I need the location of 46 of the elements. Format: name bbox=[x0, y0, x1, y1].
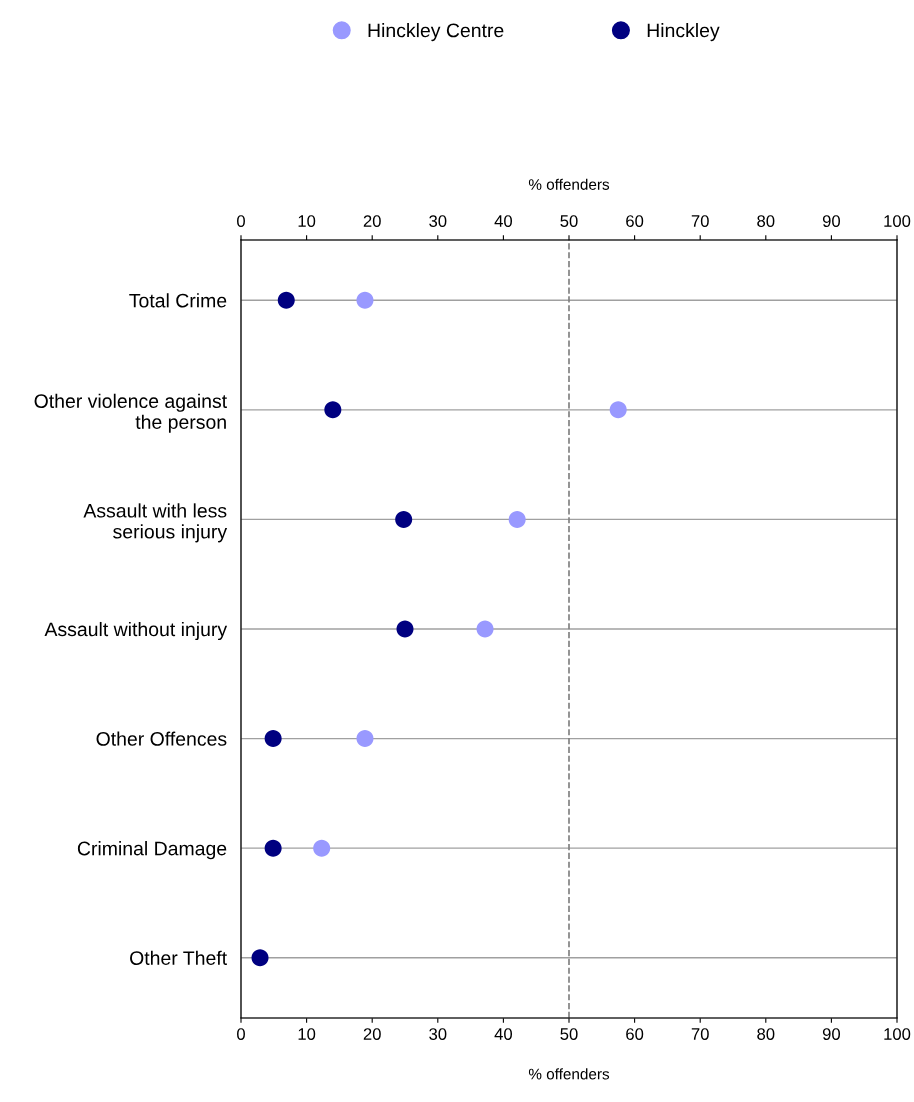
point bbox=[251, 949, 269, 967]
legend-label: Hinckley Centre bbox=[368, 23, 504, 42]
point bbox=[609, 401, 627, 419]
x-tick-label: 0 bbox=[237, 1028, 245, 1040]
x2-tick-label: 30 bbox=[429, 215, 447, 227]
point bbox=[476, 620, 494, 638]
x-tick-label: 90 bbox=[822, 1028, 841, 1040]
point bbox=[395, 510, 413, 528]
x2-tick-label: 100 bbox=[884, 215, 911, 227]
legend-label: Hinckley bbox=[647, 23, 720, 42]
point bbox=[313, 839, 331, 857]
point bbox=[356, 730, 374, 748]
point bbox=[396, 620, 414, 638]
x2-tick-label: 70 bbox=[691, 215, 709, 227]
x-tick-label: 100 bbox=[884, 1028, 911, 1040]
x2-tick-label: 40 bbox=[494, 215, 513, 227]
y-tick-label: Other Offences bbox=[96, 731, 227, 746]
x2-tick-label: 0 bbox=[237, 215, 245, 227]
x-tick-label: 10 bbox=[298, 1028, 316, 1040]
x-tick-label: 60 bbox=[626, 1028, 644, 1040]
x-tick-label: 30 bbox=[429, 1028, 447, 1040]
y-tick-label: Assault with less serious injury bbox=[83, 503, 228, 543]
y-tick-label: Total Crime bbox=[129, 293, 227, 308]
x2-tick-label: 90 bbox=[822, 215, 841, 227]
x2-axis-title: % offenders bbox=[528, 178, 610, 190]
x-tick-label: 70 bbox=[691, 1028, 709, 1040]
x-tick-label: 80 bbox=[757, 1028, 775, 1040]
y-tick-label: Assault without injury bbox=[44, 621, 228, 641]
x2-tick-label: 50 bbox=[560, 215, 578, 227]
point bbox=[277, 291, 295, 309]
point bbox=[264, 839, 282, 857]
x-tick-label: 50 bbox=[560, 1028, 578, 1040]
x-tick-label: 20 bbox=[363, 1028, 381, 1040]
y-tick-label: Criminal Damage bbox=[77, 841, 227, 860]
point bbox=[324, 401, 342, 419]
point bbox=[356, 291, 374, 309]
x2-tick-label: 20 bbox=[363, 215, 381, 227]
y-tick-label: Other violence against the person bbox=[34, 393, 227, 433]
x2-tick-label: 10 bbox=[298, 215, 316, 227]
x-axis-title: % offenders bbox=[528, 1068, 610, 1080]
x2-tick-label: 60 bbox=[626, 215, 644, 227]
x2-tick-label: 80 bbox=[757, 215, 775, 227]
y-tick-label: Other Theft bbox=[130, 950, 227, 965]
point bbox=[264, 730, 282, 748]
point bbox=[508, 510, 526, 528]
x-tick-label: 40 bbox=[494, 1028, 513, 1040]
